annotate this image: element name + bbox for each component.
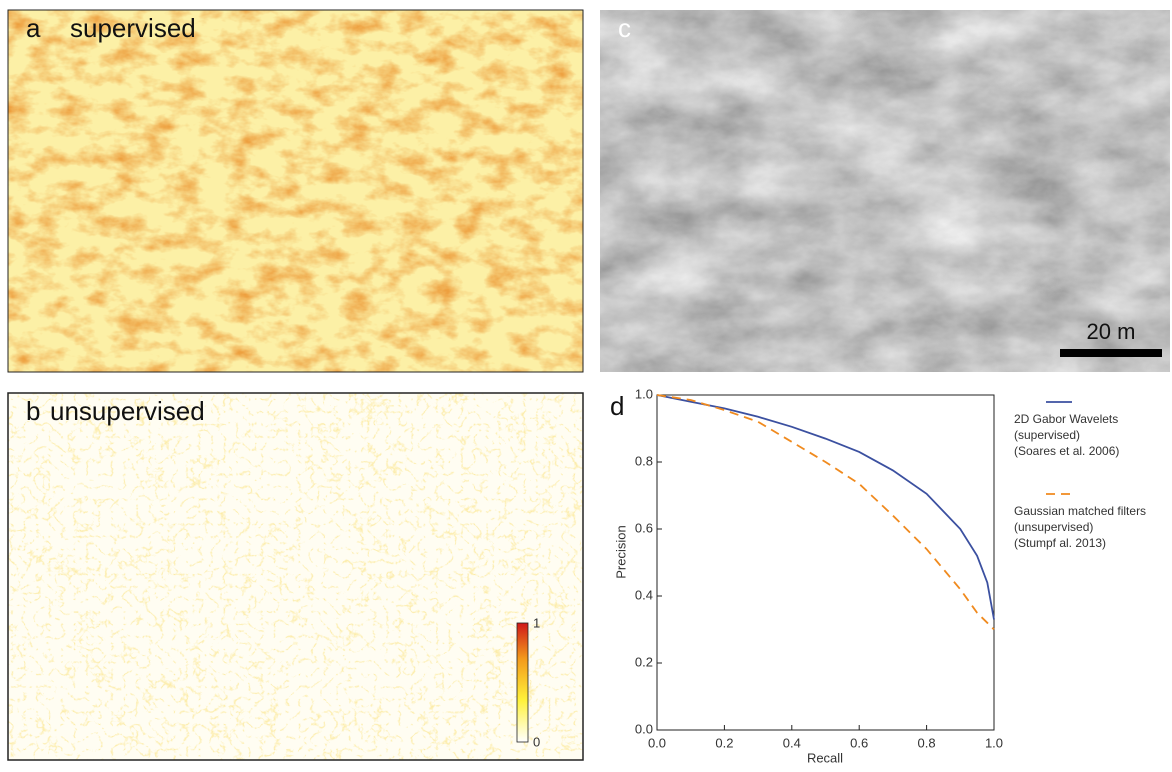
image-c [600, 10, 1170, 372]
y-tick-label: 0.6 [635, 520, 653, 535]
y-tick-label: 0.2 [635, 654, 653, 669]
panel-letter: d [610, 391, 624, 421]
legend-label: 2D Gabor Wavelets [1014, 412, 1118, 426]
x-tick-label: 0.6 [850, 735, 868, 750]
legend-note: (supervised) [1014, 428, 1080, 442]
x-tick-label: 0.2 [715, 735, 733, 750]
x-axis-label: Recall [807, 750, 843, 765]
plot-frame [656, 394, 995, 731]
image-b-texture [8, 393, 583, 760]
y-tick-label: 0.0 [635, 721, 653, 736]
legend-label: Gaussian matched filters [1014, 504, 1146, 518]
panel-letter: c [618, 13, 631, 43]
line-series [656, 394, 995, 620]
colorbar-label: 1 [533, 615, 540, 630]
colorbar [516, 622, 529, 743]
panel-title: supervised [70, 13, 196, 43]
legend-note: (unsupervised) [1014, 520, 1093, 534]
x-tick-label: 0.8 [918, 735, 936, 750]
x-tick-label: 0.0 [648, 735, 666, 750]
line-series [656, 394, 995, 631]
y-tick-label: 1.0 [635, 386, 653, 401]
image-a-frame [7, 9, 584, 373]
panel-title: unsupervised [50, 396, 205, 426]
scale-bar-label: 20 m [1087, 319, 1136, 344]
y-tick-label: 0.4 [635, 587, 653, 602]
panel-letter: b [26, 396, 40, 426]
image-b-frame [7, 392, 584, 761]
colorbar-label: 0 [533, 734, 540, 749]
x-tick-label: 0.4 [783, 735, 801, 750]
y-tick-label: 0.8 [635, 453, 653, 468]
image-a-texture [8, 10, 583, 372]
legend-note: (Stumpf al. 2013) [1014, 536, 1106, 550]
panel-letter: a [26, 13, 41, 43]
y-axis-label: Precision [613, 525, 628, 578]
x-tick-label: 1.0 [985, 735, 1003, 750]
legend-note: (Soares et al. 2006) [1014, 444, 1119, 458]
scale-bar [1060, 349, 1162, 357]
